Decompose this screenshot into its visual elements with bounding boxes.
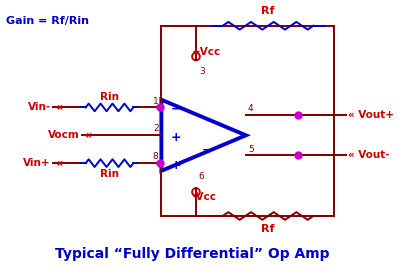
Text: «: « [80,129,92,142]
Text: Rf: Rf [261,6,275,16]
Text: « Vout-: « Vout- [348,150,389,160]
Text: −: − [171,103,182,116]
Text: 6: 6 [199,172,205,181]
Text: 4: 4 [248,104,254,113]
Text: «: « [51,157,64,170]
Text: +Vcc: +Vcc [192,47,221,57]
Text: +: + [171,131,182,144]
Text: Rin: Rin [100,169,119,179]
Text: 1: 1 [153,97,158,106]
Text: 8: 8 [153,152,158,161]
Text: −: − [202,145,211,155]
Text: Gain = Rf/Rin: Gain = Rf/Rin [6,16,89,26]
Text: « Vout+: « Vout+ [348,110,394,120]
Text: 5: 5 [248,145,254,153]
Text: Vin-: Vin- [28,102,51,112]
Text: «: « [51,101,64,114]
Text: Rf: Rf [261,224,275,234]
Text: 2: 2 [153,124,158,133]
Text: +: + [171,159,182,172]
Text: Rin: Rin [100,92,119,102]
Text: -Vcc: -Vcc [192,192,216,202]
Text: Vin+: Vin+ [23,158,51,168]
Text: Vocm: Vocm [48,130,80,140]
Text: Typical “Fully Differential” Op Amp: Typical “Fully Differential” Op Amp [55,247,329,261]
Text: 3: 3 [199,67,205,76]
